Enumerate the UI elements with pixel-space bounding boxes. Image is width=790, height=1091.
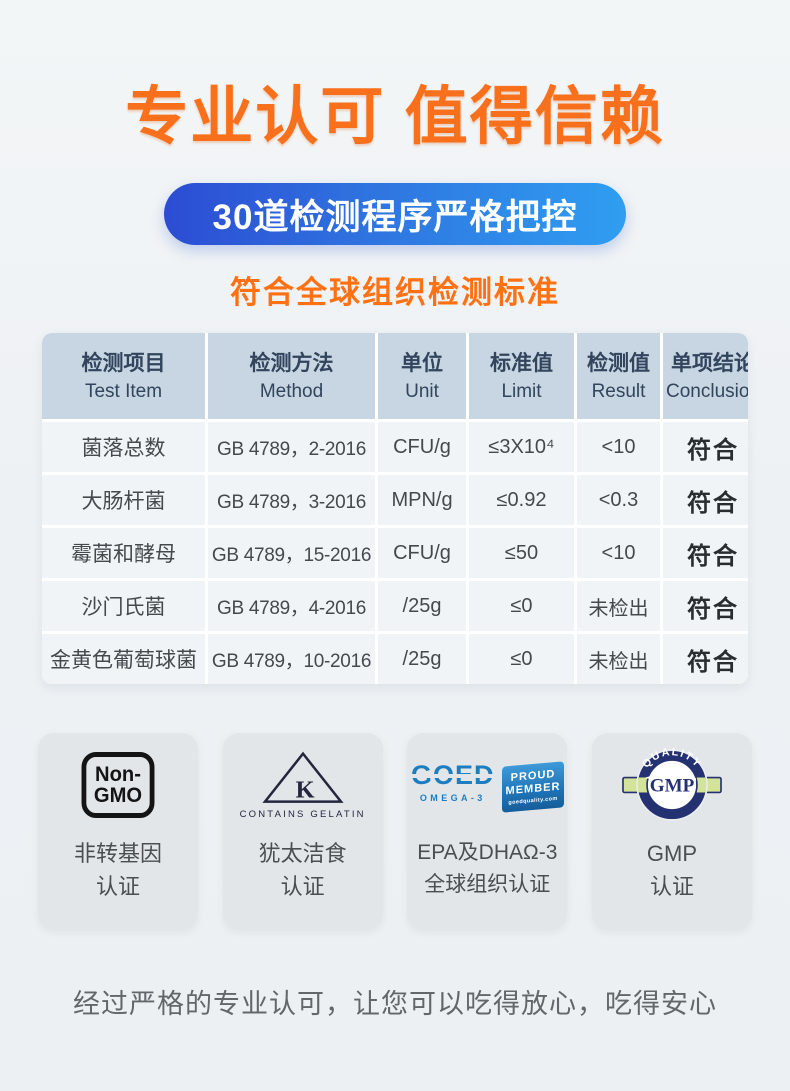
column-header-conclusion: 单项结论 Conclusion (663, 333, 748, 419)
cell-test-item: 金黄色葡萄球菌 (42, 634, 205, 684)
table-row: 大肠杆菌 GB 4789，3-2016 MPN/g ≤0.92 <0.3 符合 (42, 475, 748, 525)
table-header-row: 检测项目 Test Item 检测方法 Method 单位 Unit 标准值 L… (42, 333, 748, 419)
cell-limit: ≤50 (469, 528, 574, 578)
svg-text:GMP: GMP (650, 776, 695, 797)
cell-test-item: 霉菌和酵母 (42, 528, 205, 578)
cell-limit: ≤0 (469, 634, 574, 684)
banner-pill: 30道检测程序严格把控 (164, 183, 626, 245)
column-header-method: 检测方法 Method (208, 333, 375, 419)
cell-test-item: 大肠杆菌 (42, 475, 205, 525)
cell-unit: CFU/g (378, 528, 466, 578)
cell-method: GB 4789，15-2016 (208, 528, 375, 578)
table-row: 金黄色葡萄球菌 GB 4789，10-2016 /25g ≤0 未检出 符合 (42, 634, 748, 684)
cell-result: 未检出 (577, 634, 660, 684)
page-title: 专业认可 值得信赖 (125, 82, 665, 152)
cell-method: GB 4789，3-2016 (208, 475, 375, 525)
kosher-caption: CONTAINS GELATIN (239, 809, 366, 820)
cert-card-kosher: K CONTAINS GELATIN 犹太洁食 认证 (222, 733, 383, 930)
cell-test-item: 菌落总数 (42, 422, 205, 472)
footer-note: 经过严格的专业认可，让您可以吃得放心，吃得安心 (73, 989, 717, 1019)
cert-label: 非转基因 认证 (73, 841, 162, 899)
cell-result: <0.3 (577, 475, 660, 525)
non-gmo-icon: Non- GMO (81, 752, 155, 818)
table-row: 菌落总数 GB 4789，2-2016 CFU/g ≤3X10⁴ <10 符合 (42, 422, 748, 472)
cell-limit: ≤0.92 (469, 475, 574, 525)
column-header-test-item: 检测项目 Test Item (42, 333, 205, 419)
cell-test-item: 沙门氏菌 (42, 581, 205, 631)
cell-result: <10 (577, 422, 660, 472)
cert-card-goed: GOED OMEGA-3 PROUD MEMBER goedquality.co… (407, 733, 568, 930)
cell-method: GB 4789，2-2016 (208, 422, 375, 472)
cell-limit: ≤0 (469, 581, 574, 631)
test-results-table: 检测项目 Test Item 检测方法 Method 单位 Unit 标准值 L… (42, 333, 748, 684)
kosher-icon: K CONTAINS GELATIN (240, 750, 366, 820)
cell-conclusion: 符合 (663, 581, 748, 631)
cell-method: GB 4789，4-2016 (208, 581, 375, 631)
cert-card-non-gmo: Non- GMO 非转基因 认证 (38, 733, 198, 930)
subtitle: 符合全球组织检测标准 (230, 275, 560, 310)
cert-label: GMP 认证 (646, 841, 698, 899)
cell-result: 未检出 (577, 581, 660, 631)
column-header-result: 检测值 Result (577, 333, 660, 419)
goed-omega3-logo-icon: GOED OMEGA-3 PROUD MEMBER goedquality.co… (409, 761, 564, 813)
certification-cards: Non- GMO 非转基因 认证 K CONTAINS GELATIN (38, 733, 752, 930)
cell-conclusion: 符合 (663, 634, 748, 684)
cell-unit: /25g (378, 581, 466, 631)
cell-unit: CFU/g (378, 422, 466, 472)
cert-label: 犹太洁食 认证 (258, 841, 347, 899)
cell-conclusion: 符合 (663, 528, 748, 578)
table-row: 沙门氏菌 GB 4789，4-2016 /25g ≤0 未检出 符合 (42, 581, 748, 631)
gmp-seal-icon: QUALITY ASSURED GMP (622, 746, 722, 821)
cert-label: EPA及DHAΩ-3 全球组织认证 (417, 841, 558, 896)
svg-text:K: K (295, 776, 314, 803)
proud-member-flag-icon: PROUD MEMBER goedquality.com (501, 761, 564, 813)
cert-card-gmp: QUALITY ASSURED GMP GMP 认证 (591, 733, 752, 930)
banner-text: 30道检测程序严格把控 (212, 197, 578, 237)
cell-method: GB 4789，10-2016 (208, 634, 375, 684)
cell-result: <10 (577, 528, 660, 578)
cell-unit: MPN/g (378, 475, 466, 525)
table-row: 霉菌和酵母 GB 4789，15-2016 CFU/g ≤50 <10 符合 (42, 528, 748, 578)
cell-limit: ≤3X10⁴ (469, 422, 574, 472)
column-header-limit: 标准值 Limit (469, 333, 574, 419)
column-header-unit: 单位 Unit (378, 333, 466, 419)
cell-unit: /25g (378, 634, 466, 684)
cell-conclusion: 符合 (663, 475, 748, 525)
cell-conclusion: 符合 (663, 422, 748, 472)
